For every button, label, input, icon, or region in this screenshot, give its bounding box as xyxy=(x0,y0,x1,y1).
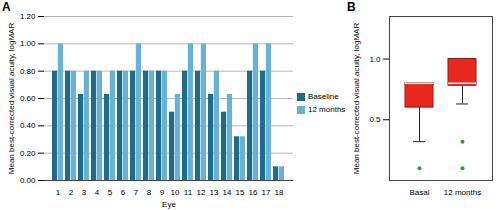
svg-text:18: 18 xyxy=(275,188,284,197)
svg-text:16: 16 xyxy=(249,188,258,197)
svg-text:13: 13 xyxy=(210,188,219,197)
svg-text:0.40: 0.40 xyxy=(20,121,36,130)
svg-text:Mean best-corrected visual acu: Mean best-corrected visual acuity, logMA… xyxy=(352,23,361,175)
svg-text:6: 6 xyxy=(121,188,126,197)
svg-text:3: 3 xyxy=(82,188,87,197)
html-text:B: B xyxy=(347,0,356,14)
svg-text:14: 14 xyxy=(223,188,232,197)
html-text:A: A xyxy=(2,0,11,14)
svg-text:1.20: 1.20 xyxy=(20,12,36,21)
svg-text:2: 2 xyxy=(69,188,74,197)
svg-text:0.20: 0.20 xyxy=(20,149,36,158)
html-text:12 months: 12 months xyxy=(308,105,346,114)
html-text:Baseline: Baseline xyxy=(308,92,339,101)
svg-text:1: 1 xyxy=(56,188,61,197)
svg-text:0.80: 0.80 xyxy=(20,67,36,76)
svg-text:4: 4 xyxy=(95,188,100,197)
svg-text:12: 12 xyxy=(197,188,206,197)
svg-text:8: 8 xyxy=(147,188,152,197)
svg-text:1.00: 1.00 xyxy=(20,39,36,48)
svg-text:12 months: 12 months xyxy=(444,188,481,197)
svg-text:17: 17 xyxy=(262,188,271,197)
svg-text:9: 9 xyxy=(160,188,165,197)
svg-text:1.0: 1.0 xyxy=(369,55,381,64)
svg-text:5: 5 xyxy=(108,188,113,197)
svg-text:0.5: 0.5 xyxy=(369,115,381,124)
svg-text:Basal: Basal xyxy=(409,188,429,197)
svg-text:10: 10 xyxy=(171,188,180,197)
svg-text:0.60: 0.60 xyxy=(20,94,36,103)
svg-text:Eye: Eye xyxy=(162,200,176,209)
svg-text:11: 11 xyxy=(184,188,193,197)
svg-text:15: 15 xyxy=(236,188,245,197)
svg-text:Mean best-corrected visual acu: Mean best-corrected visual acuity, logMA… xyxy=(7,23,16,175)
svg-text:0.00: 0.00 xyxy=(20,176,36,185)
svg-text:7: 7 xyxy=(134,188,139,197)
